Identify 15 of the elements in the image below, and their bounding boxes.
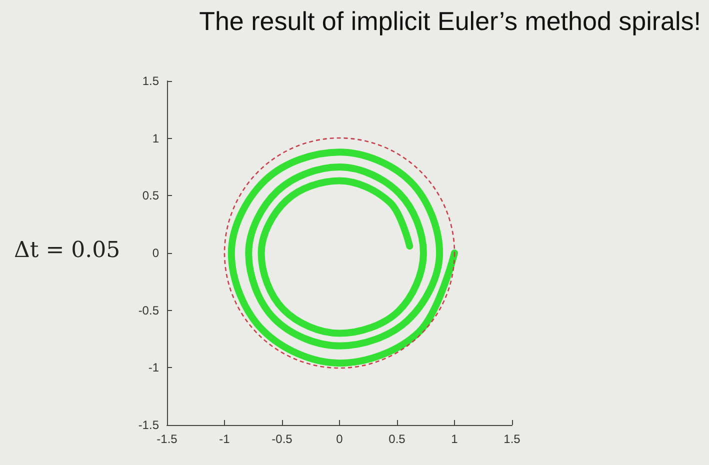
y-tick-label: -1.5 <box>138 418 160 432</box>
text: Δt = 0.05 <box>14 238 120 263</box>
y-tick-label: -0.5 <box>138 303 160 318</box>
x-tick-label: 1 <box>451 432 458 446</box>
x-tick-label: 1.5 <box>504 432 521 446</box>
x-tick-label: -0.5 <box>272 432 293 446</box>
y-tick-label: -1 <box>148 360 160 375</box>
x-tick-label: -1 <box>219 432 230 446</box>
y-tick-label: 0.5 <box>142 188 160 203</box>
y-tick-label: 1.5 <box>142 74 160 88</box>
y-tick-label: 1 <box>152 131 160 146</box>
x-tick-label: 0 <box>336 432 344 446</box>
x-tick-label: 0.5 <box>388 432 406 446</box>
y-tick-label: 0 <box>152 246 160 260</box>
chart-title: The result of implicit Euler’s method spirals! <box>199 6 701 37</box>
